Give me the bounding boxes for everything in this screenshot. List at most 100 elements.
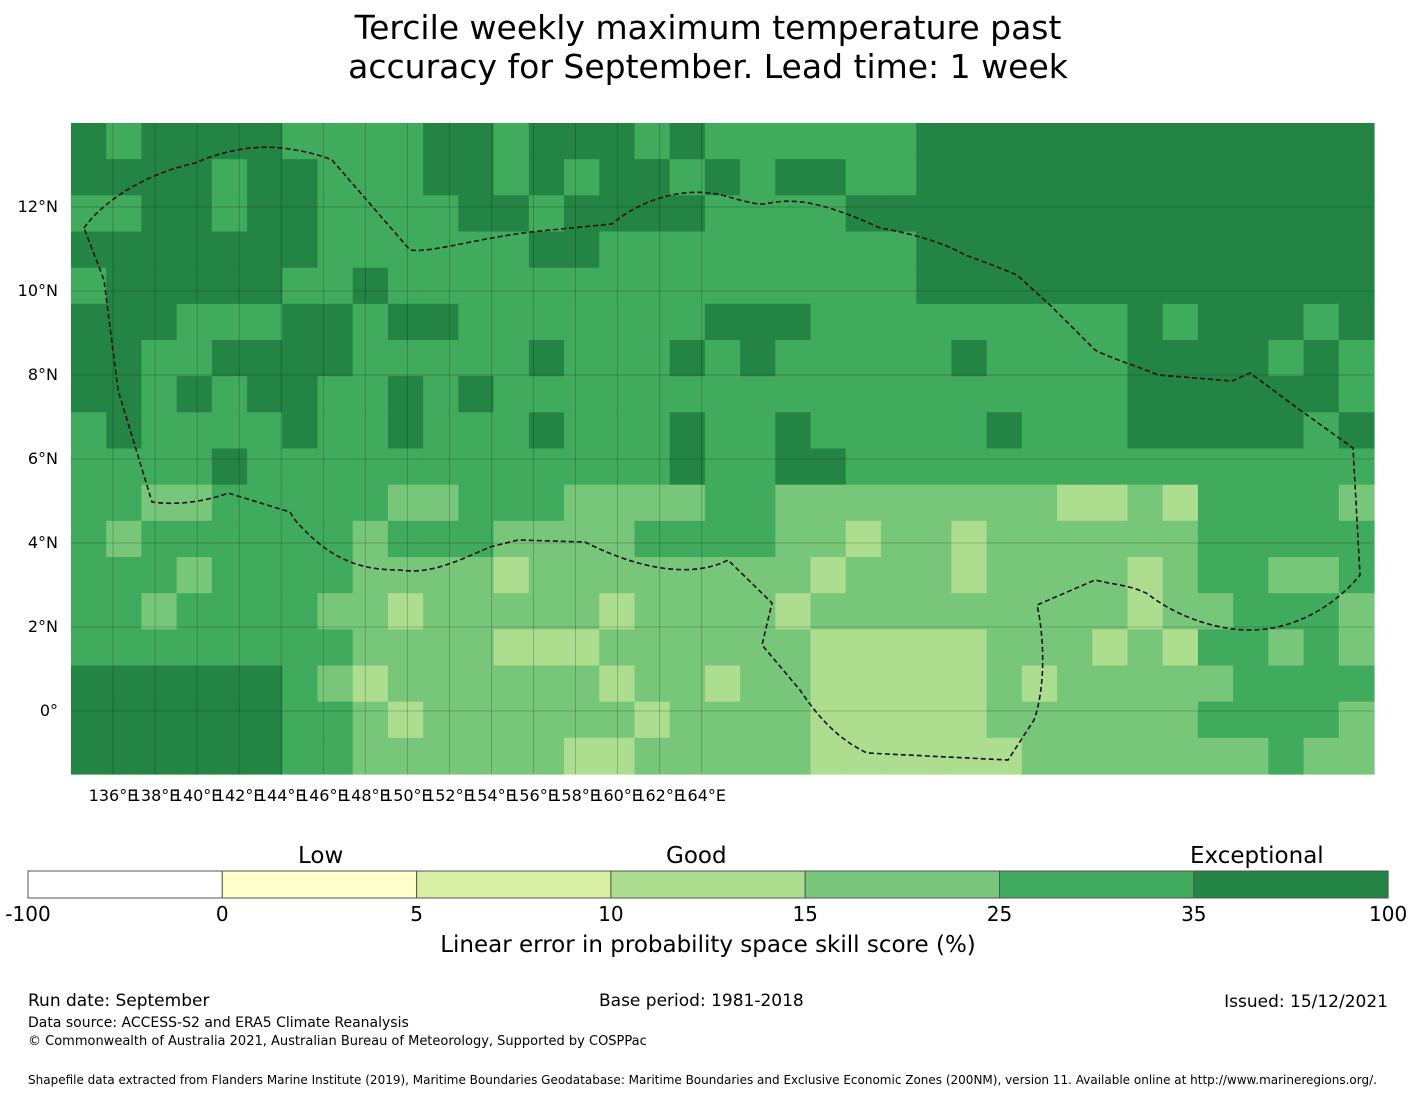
eez-boundary — [83, 146, 1361, 761]
grid-cell — [282, 520, 319, 558]
grid-cell — [1162, 412, 1199, 450]
grid-cell — [1233, 593, 1269, 630]
grid-cell — [528, 557, 565, 594]
grid-cell — [740, 376, 776, 413]
grid-cell — [1127, 557, 1164, 594]
grid-cell — [176, 593, 213, 630]
grid-cell — [176, 412, 213, 450]
grid-cell — [352, 665, 389, 703]
grid-cell — [1268, 123, 1305, 160]
grid-cell — [247, 267, 283, 305]
grid-cell — [106, 520, 143, 558]
grid-cell — [704, 195, 741, 233]
grid-cell — [387, 376, 424, 413]
grid-cell — [704, 557, 741, 594]
grid-cell — [916, 267, 953, 305]
grid-cell — [71, 701, 107, 739]
grid-cell — [317, 376, 354, 413]
grid-cell — [352, 629, 389, 667]
grid-cell — [528, 593, 565, 630]
grid-cell — [317, 484, 354, 522]
grid-cell — [1197, 448, 1234, 486]
grid-cell — [775, 267, 812, 305]
latitude-label: 10°N — [17, 281, 58, 300]
grid-cell — [247, 557, 283, 594]
grid-cell — [1233, 412, 1269, 450]
grid-cell — [775, 520, 812, 558]
grid-cell — [211, 123, 248, 160]
grid-cell — [986, 412, 1023, 450]
grid-cell — [951, 123, 988, 160]
grid-cell — [176, 629, 213, 667]
grid-cell — [634, 195, 671, 233]
grid-cell — [1268, 448, 1305, 486]
grid-cell — [880, 701, 917, 739]
grid-cell — [669, 123, 706, 160]
grid-cell — [599, 629, 636, 667]
grid-cell — [1197, 557, 1234, 594]
grid-cell — [1303, 195, 1340, 233]
grid-cell — [71, 376, 107, 413]
grid-cell — [564, 303, 600, 341]
grid-cell — [1127, 123, 1164, 160]
grid-cell — [880, 123, 917, 160]
grid-cell — [247, 123, 283, 160]
grid-cell — [740, 340, 776, 377]
longitude-label: 146°E — [298, 786, 348, 805]
grid-cell — [1092, 267, 1129, 305]
grid-cell — [106, 412, 143, 450]
grid-cell — [810, 195, 847, 233]
grid-cell — [634, 412, 671, 450]
grid-cell — [282, 701, 319, 739]
grid-cell — [71, 520, 107, 558]
colorbar-swatch — [221, 870, 418, 899]
grid-cell — [106, 665, 143, 703]
grid-cell — [1268, 593, 1305, 630]
grid-cell — [1233, 701, 1269, 739]
grid-cell — [986, 231, 1023, 269]
grid-cell — [775, 557, 812, 594]
grid-cell — [1233, 340, 1269, 377]
grid-cell — [1127, 159, 1164, 196]
grid-cell — [634, 737, 671, 775]
grid-cell — [775, 484, 812, 522]
grid-cell — [634, 520, 671, 558]
grid-cell — [282, 159, 319, 196]
grid-cell — [880, 448, 917, 486]
grid-cell — [1127, 376, 1164, 413]
grid-cell — [880, 412, 917, 450]
grid-cell — [1092, 412, 1129, 450]
grid-cell — [669, 701, 706, 739]
grid-cell — [810, 412, 847, 450]
grid-cell — [986, 737, 1023, 775]
grid-cell — [669, 412, 706, 450]
colorbar-tick-label: 35 — [1181, 902, 1207, 926]
grid-cell — [247, 593, 283, 630]
grid-cell — [352, 701, 389, 739]
grid-cell — [1162, 267, 1199, 305]
grid-cell — [986, 303, 1023, 341]
grid-cell — [1021, 629, 1058, 667]
grid-cell — [247, 448, 283, 486]
colorbar-swatch — [416, 870, 612, 899]
grid-cell — [282, 340, 319, 377]
grid-cell — [916, 195, 953, 233]
grid-cell — [564, 665, 600, 703]
grid-cell — [634, 448, 671, 486]
grid-cell — [1092, 340, 1129, 377]
grid-cell — [845, 484, 882, 522]
grid-cell — [1092, 303, 1129, 341]
grid-cell — [634, 701, 671, 739]
grid-cell — [1162, 701, 1199, 739]
grid-cell — [423, 629, 459, 667]
grid-cell — [1268, 520, 1305, 558]
longitude-label: 150°E — [383, 786, 432, 805]
grid-cell — [880, 665, 917, 703]
grid-cell — [528, 520, 565, 558]
grid-cell — [704, 303, 741, 341]
grid-cell — [106, 376, 143, 413]
grid-cell — [986, 123, 1023, 160]
grid-cell — [669, 448, 706, 486]
grid-cell — [1303, 267, 1340, 305]
grid-cell — [1092, 593, 1129, 630]
